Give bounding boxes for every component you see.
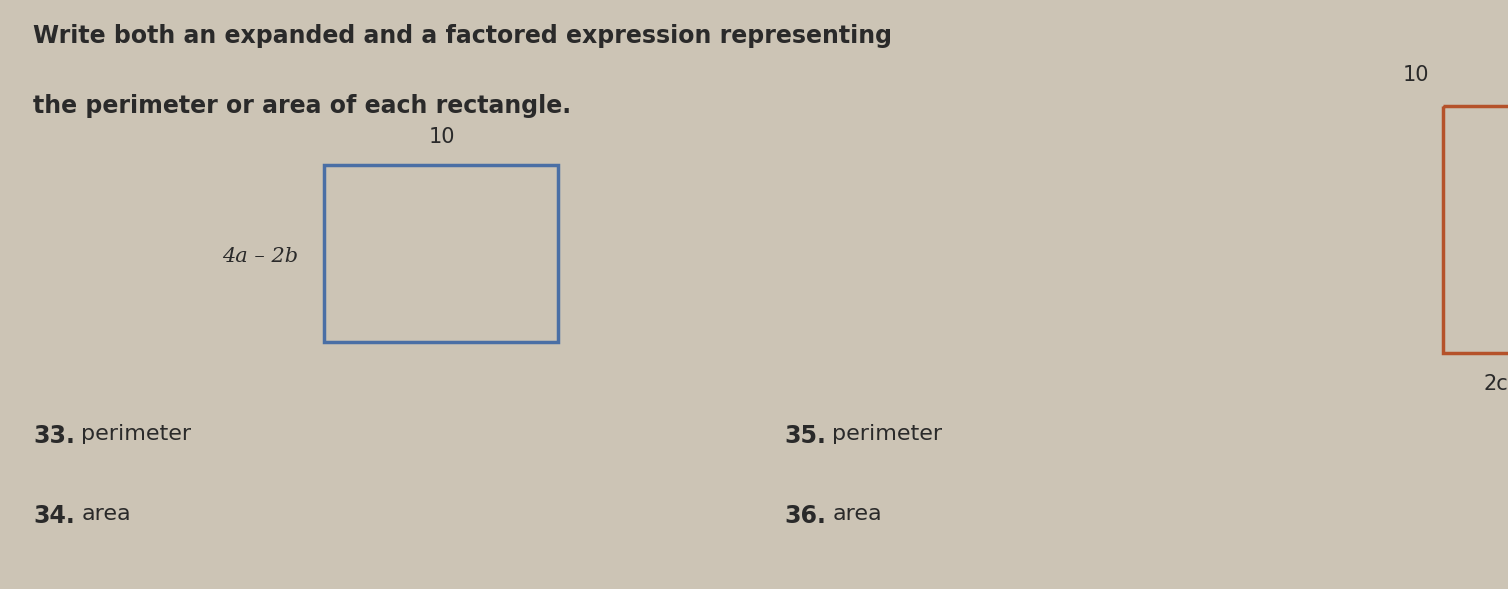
- Bar: [324, 165, 558, 342]
- Text: area: area: [832, 504, 882, 524]
- Text: the perimeter or area of each rectangle.: the perimeter or area of each rectangle.: [33, 94, 572, 118]
- Text: 10: 10: [428, 127, 455, 147]
- Text: 36.: 36.: [784, 504, 826, 528]
- Text: 35.: 35.: [784, 424, 826, 448]
- Text: perimeter: perimeter: [81, 424, 192, 444]
- Text: 4a – 2b: 4a – 2b: [223, 247, 299, 266]
- Text: 2c: 2c: [1484, 374, 1508, 394]
- Text: 34.: 34.: [33, 504, 75, 528]
- Text: Write both an expanded and a factored expression representing: Write both an expanded and a factored ex…: [33, 24, 893, 48]
- Text: perimeter: perimeter: [832, 424, 942, 444]
- Text: area: area: [81, 504, 131, 524]
- Text: 33.: 33.: [33, 424, 75, 448]
- Text: 10: 10: [1402, 65, 1430, 85]
- Bar: [1443, 106, 1508, 353]
